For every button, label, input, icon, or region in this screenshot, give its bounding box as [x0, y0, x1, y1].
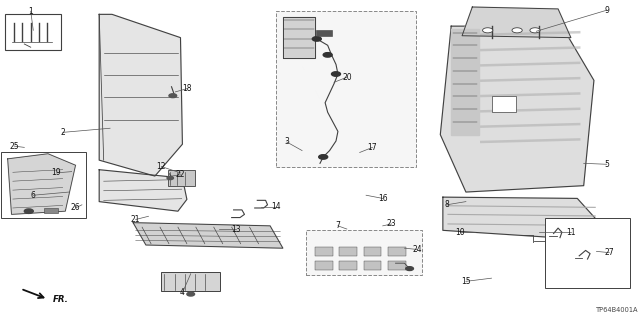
Bar — [1, 152, 86, 218]
Polygon shape — [99, 14, 182, 176]
Bar — [315, 247, 333, 256]
Text: 5: 5 — [604, 160, 609, 169]
Text: 14: 14 — [271, 202, 282, 211]
Text: FR.: FR. — [52, 295, 68, 304]
Circle shape — [406, 267, 413, 271]
Text: 17: 17 — [367, 143, 378, 152]
Polygon shape — [99, 170, 187, 211]
Text: 24: 24 — [412, 245, 422, 254]
Text: 6: 6 — [31, 191, 36, 200]
Circle shape — [332, 72, 340, 76]
Polygon shape — [8, 154, 76, 214]
Text: 12: 12 — [157, 162, 166, 171]
Text: 26: 26 — [70, 204, 81, 212]
Circle shape — [512, 28, 522, 33]
Bar — [545, 218, 630, 288]
Bar — [316, 30, 332, 36]
Circle shape — [24, 209, 33, 213]
Text: 19: 19 — [51, 168, 61, 177]
Text: 7: 7 — [335, 221, 340, 230]
Bar — [276, 11, 416, 167]
Bar — [44, 208, 58, 213]
Text: 22: 22 — [176, 170, 185, 179]
Text: 4: 4 — [180, 288, 185, 297]
Text: 11: 11 — [566, 228, 575, 237]
Bar — [364, 247, 381, 256]
Text: 3: 3 — [284, 137, 289, 146]
Text: 9: 9 — [604, 6, 609, 15]
Circle shape — [167, 176, 173, 180]
Circle shape — [319, 155, 328, 159]
Bar — [5, 14, 61, 50]
Text: 23: 23 — [387, 219, 397, 228]
Text: TP64B4001A: TP64B4001A — [596, 307, 639, 313]
Bar — [315, 261, 333, 270]
Bar — [161, 272, 220, 291]
Polygon shape — [133, 223, 283, 248]
Text: 21: 21 — [131, 215, 140, 224]
Text: 25: 25 — [9, 142, 19, 151]
Text: 20: 20 — [342, 73, 352, 82]
Bar — [388, 247, 406, 256]
Polygon shape — [462, 7, 571, 38]
Text: 27: 27 — [604, 248, 614, 257]
Text: 16: 16 — [378, 194, 388, 203]
Circle shape — [323, 53, 332, 57]
Circle shape — [530, 28, 540, 33]
Polygon shape — [283, 17, 315, 58]
Circle shape — [483, 28, 493, 33]
Polygon shape — [443, 197, 600, 240]
Polygon shape — [440, 26, 594, 192]
Text: 1: 1 — [28, 7, 33, 16]
Polygon shape — [451, 29, 479, 135]
Circle shape — [187, 292, 195, 296]
Text: 18: 18 — [182, 84, 191, 93]
Bar — [492, 96, 516, 112]
Bar — [168, 170, 195, 186]
Circle shape — [312, 37, 321, 41]
Bar — [339, 247, 357, 256]
Bar — [339, 261, 357, 270]
Circle shape — [169, 94, 177, 98]
Bar — [388, 261, 406, 270]
Bar — [364, 261, 381, 270]
Text: 13: 13 — [230, 225, 241, 234]
Text: 8: 8 — [444, 200, 449, 209]
Text: 10: 10 — [454, 228, 465, 237]
Bar — [306, 230, 422, 275]
Text: 2: 2 — [60, 128, 65, 137]
Text: 15: 15 — [461, 277, 471, 286]
